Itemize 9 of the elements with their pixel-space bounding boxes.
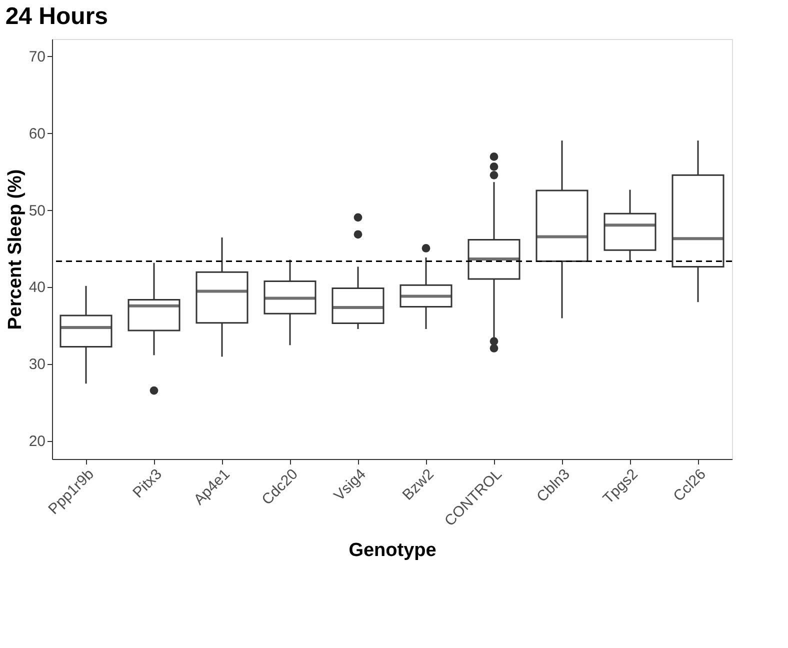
- y-tick-label: 70: [28, 48, 46, 66]
- y-tick-label: 20: [28, 433, 46, 450]
- x-axis-title: Genotype: [348, 540, 436, 561]
- chart-title: 24 Hours: [5, 3, 108, 30]
- y-tick-label: 30: [28, 356, 46, 374]
- y-tick-label: 60: [28, 125, 46, 142]
- y-tick-label: 40: [28, 279, 46, 296]
- y-tick-label: 50: [28, 202, 46, 220]
- y-axis-title: Percent Sleep (%): [4, 169, 26, 330]
